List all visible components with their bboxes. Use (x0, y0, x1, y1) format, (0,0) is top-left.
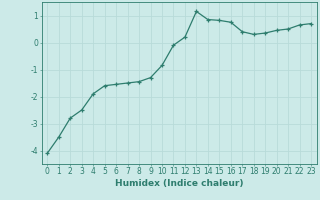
X-axis label: Humidex (Indice chaleur): Humidex (Indice chaleur) (115, 179, 244, 188)
